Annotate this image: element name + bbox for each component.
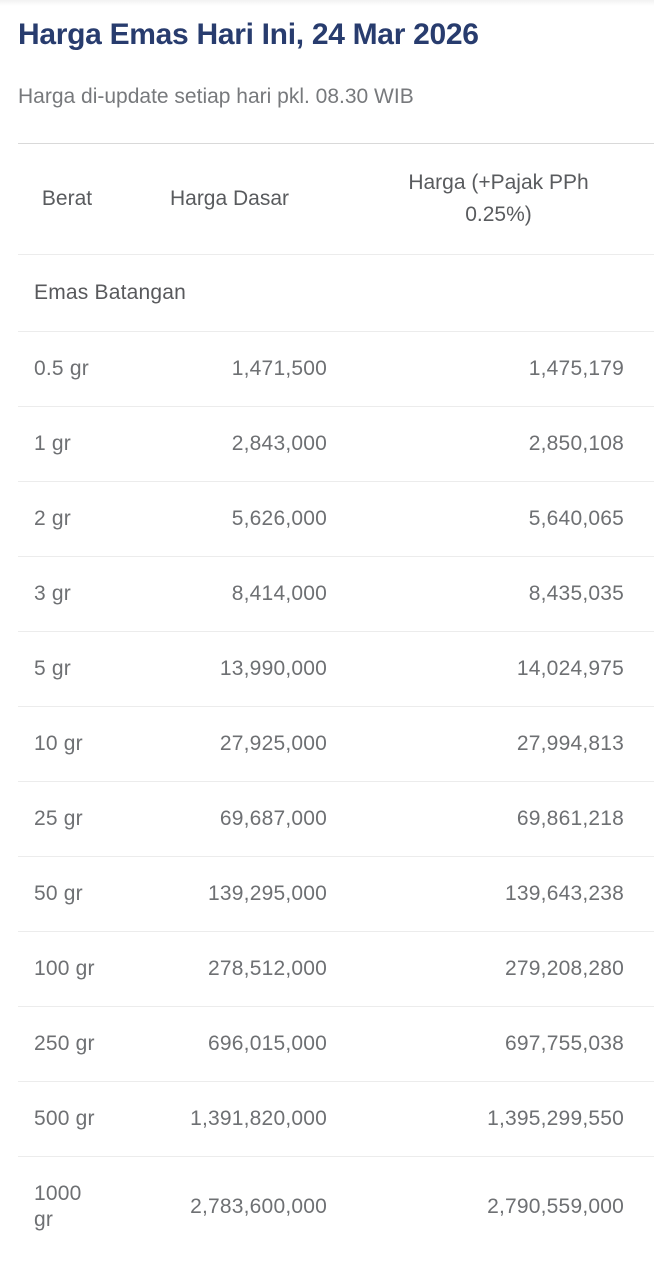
taxed-price-cell: 697,755,038 <box>343 1007 654 1082</box>
taxed-price-cell: 69,861,218 <box>343 782 654 857</box>
page-top-divider <box>0 0 654 6</box>
taxed-price-cell: 139,643,238 <box>343 857 654 932</box>
taxed-price-cell: 8,435,035 <box>343 557 654 632</box>
weight-cell: 2 gr <box>18 482 116 557</box>
column-header-berat: Berat <box>18 144 116 255</box>
weight-cell: 0.5 gr <box>18 332 116 407</box>
taxed-price-cell: 14,024,975 <box>343 632 654 707</box>
gold-price-table: Berat Harga Dasar Harga (+Pajak PPh 0.25… <box>18 143 654 1273</box>
weight-cell: 5 gr <box>18 632 116 707</box>
weight-cell: 25 gr <box>18 782 116 857</box>
taxed-price-cell: 1,395,299,550 <box>343 1082 654 1157</box>
taxed-price-cell: 27,994,813 <box>343 707 654 782</box>
column-header-harga-dasar: Harga Dasar <box>116 144 343 255</box>
weight-cell: 100 gr <box>18 932 116 1007</box>
base-price-cell: 2,783,600,000 <box>116 1157 343 1273</box>
section-label: Emas Batangan <box>18 255 654 332</box>
column-header-harga-pajak: Harga (+Pajak PPh 0.25%) <box>343 144 654 255</box>
base-price-cell: 8,414,000 <box>116 557 343 632</box>
base-price-cell: 13,990,000 <box>116 632 343 707</box>
weight-cell: 10 gr <box>18 707 116 782</box>
base-price-cell: 5,626,000 <box>116 482 343 557</box>
page-title: Harga Emas Hari Ini, 24 Mar 2026 <box>18 0 654 54</box>
weight-cell: 1 gr <box>18 407 116 482</box>
table-header-row: Berat Harga Dasar Harga (+Pajak PPh 0.25… <box>18 144 654 255</box>
taxed-price-cell: 5,640,065 <box>343 482 654 557</box>
weight-cell: 3 gr <box>18 557 116 632</box>
weight-cell: 500 gr <box>18 1082 116 1157</box>
section-row-emas-batangan: Emas Batangan <box>18 255 654 332</box>
taxed-price-cell: 1,475,179 <box>343 332 654 407</box>
weight-cell: 1000 gr <box>18 1157 116 1273</box>
taxed-price-cell: 2,790,559,000 <box>343 1157 654 1273</box>
base-price-cell: 139,295,000 <box>116 857 343 932</box>
update-time-note: Harga di-update setiap hari pkl. 08.30 W… <box>18 84 654 110</box>
taxed-price-cell: 2,850,108 <box>343 407 654 482</box>
base-price-cell: 696,015,000 <box>116 1007 343 1082</box>
base-price-cell: 2,843,000 <box>116 407 343 482</box>
weight-cell: 250 gr <box>18 1007 116 1082</box>
base-price-cell: 27,925,000 <box>116 707 343 782</box>
base-price-cell: 69,687,000 <box>116 782 343 857</box>
taxed-price-cell: 279,208,280 <box>343 932 654 1007</box>
base-price-cell: 278,512,000 <box>116 932 343 1007</box>
base-price-cell: 1,391,820,000 <box>116 1082 343 1157</box>
weight-cell: 50 gr <box>18 857 116 932</box>
base-price-cell: 1,471,500 <box>116 332 343 407</box>
